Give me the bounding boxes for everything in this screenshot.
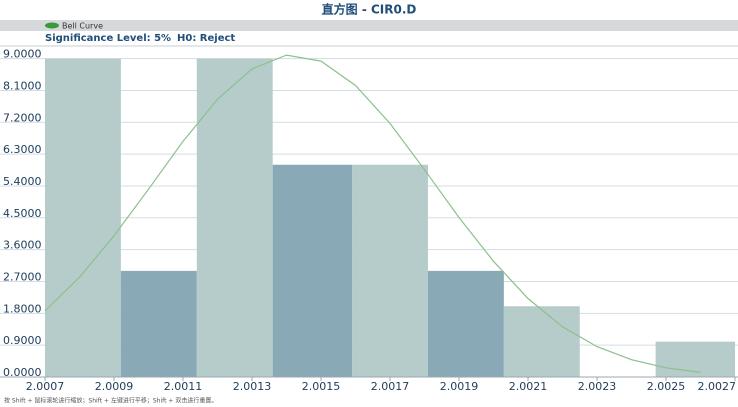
- legend-icon: [45, 22, 59, 29]
- x-tick-label: 2.0019: [440, 380, 479, 393]
- x-tick-label: 2.0023: [578, 380, 617, 393]
- x-tick-label: 2.0017: [371, 380, 410, 393]
- bar: [45, 58, 121, 377]
- x-tick-label: 2.0021: [509, 380, 548, 393]
- legend-band: [0, 20, 738, 31]
- x-tick-label: 2.0013: [233, 380, 272, 393]
- y-tick-label: 4.5000: [3, 207, 42, 220]
- legend-label[interactable]: Bell Curve: [62, 22, 103, 31]
- bar: [503, 306, 580, 377]
- bar: [120, 270, 197, 377]
- y-tick-label: 0.0000: [3, 366, 42, 379]
- x-tick-label: 2.0009: [95, 380, 134, 393]
- y-tick-label: 3.6000: [3, 239, 42, 252]
- bar: [352, 164, 428, 377]
- chart-title: 直方图 - CIR0.D: [322, 2, 417, 17]
- bar: [272, 164, 353, 377]
- bell-curve: [44, 54, 701, 373]
- x-tick-label: 2.0025: [647, 380, 686, 393]
- bar: [655, 341, 735, 377]
- y-tick-label: 2.7000: [3, 270, 42, 283]
- y-tick-label: 7.2000: [3, 111, 42, 124]
- y-tick-label: 6.3000: [3, 143, 42, 156]
- y-tick-label: 9.0000: [3, 48, 42, 61]
- x-tick-label: 2.0011: [164, 380, 203, 393]
- footer-hint: 按 Shift + 鼠标滚轮进行缩放；Shift + 左键进行平移；Shift …: [4, 397, 217, 405]
- significance: Significance Level: 5%: [45, 33, 171, 44]
- y-tick-label: 1.8000: [3, 302, 42, 315]
- y-tick-label: 0.9000: [3, 334, 42, 347]
- x-tick-label: 2.0015: [302, 380, 341, 393]
- y-tick-label: 8.1000: [3, 79, 42, 92]
- x-tick-label: 2.0007: [26, 380, 65, 393]
- hypothesis: H0: Reject: [177, 33, 235, 44]
- y-tick-label: 5.4000: [3, 175, 42, 188]
- bar: [196, 58, 273, 377]
- x-tick-label: 2.0027: [698, 380, 737, 393]
- bar: [427, 270, 504, 377]
